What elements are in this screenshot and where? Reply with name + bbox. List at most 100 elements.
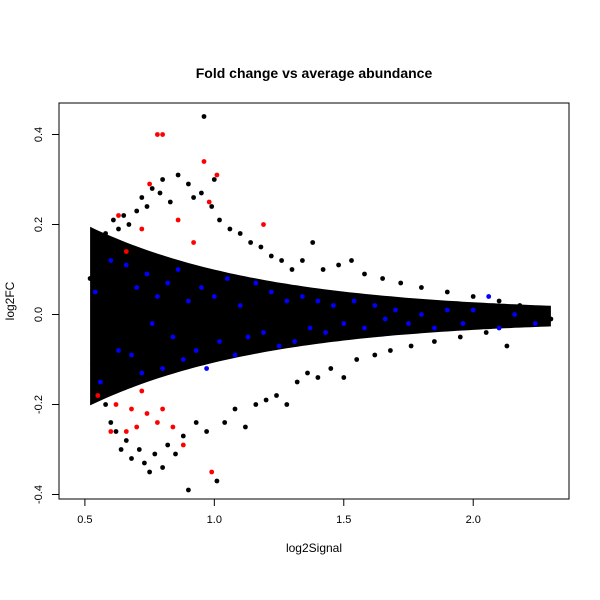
data-point [175, 217, 181, 223]
x-tick-label: 0.5 [77, 514, 92, 526]
data-point [496, 325, 502, 331]
data-point [470, 294, 476, 299]
data-point [284, 402, 290, 407]
data-point [149, 186, 155, 191]
data-point [419, 285, 424, 290]
data-point [103, 231, 108, 236]
data-point [300, 294, 305, 299]
x-tick-label: 2.0 [466, 514, 481, 526]
data-point [263, 397, 269, 403]
data-point [517, 303, 523, 308]
data-point [204, 366, 210, 371]
y-axis: -0.4 -0.2 0.0 0.2 0.4 [33, 127, 60, 504]
data-point [382, 316, 388, 322]
data-point [175, 267, 181, 272]
data-point [155, 294, 160, 299]
data-point [152, 451, 158, 457]
data-point [155, 132, 160, 137]
data-point [149, 321, 155, 326]
data-point [349, 258, 354, 263]
data-point [307, 325, 313, 331]
data-point [279, 258, 284, 263]
data-point [206, 199, 212, 205]
data-point [186, 487, 191, 493]
data-point [548, 316, 554, 322]
data-point [227, 226, 233, 232]
x-axis-label: log2Signal [286, 541, 342, 555]
data-point [323, 330, 328, 335]
data-point [211, 294, 217, 299]
y-tick-label: 0.0 [33, 307, 45, 322]
data-point [134, 285, 140, 290]
data-point [331, 303, 336, 308]
data-point [98, 379, 103, 385]
data-point [139, 388, 145, 394]
data-point [315, 298, 321, 304]
data-point [341, 375, 347, 380]
data-point [444, 289, 450, 295]
data-point [261, 222, 266, 227]
data-point [160, 366, 166, 371]
data-point [232, 406, 238, 412]
data-point [362, 271, 367, 277]
data-point [258, 244, 264, 250]
x-tick-label: 1.5 [336, 514, 351, 526]
data-point [90, 361, 96, 367]
data-point [351, 298, 357, 304]
data-point [268, 253, 274, 259]
data-point [460, 321, 466, 326]
data-point [167, 199, 173, 205]
data-point [245, 334, 251, 340]
data-point [123, 249, 129, 254]
data-point [134, 424, 140, 430]
data-point [289, 267, 295, 272]
data-point [92, 289, 98, 295]
point-density-cloud [90, 226, 551, 406]
data-point [253, 280, 259, 286]
data-point [160, 177, 166, 182]
data-point [129, 406, 134, 412]
data-point [496, 298, 502, 304]
data-point [372, 352, 378, 358]
data-point [95, 393, 101, 398]
data-point [305, 370, 310, 376]
data-point [320, 267, 326, 272]
data-point [116, 213, 121, 218]
data-point [165, 280, 171, 286]
data-point [87, 276, 93, 281]
y-tick-label: 0.4 [33, 127, 45, 142]
data-point [193, 348, 199, 353]
scatter-points [87, 114, 554, 493]
data-point [199, 190, 204, 196]
data-point [175, 172, 181, 178]
data-point [388, 348, 393, 353]
data-point [470, 307, 476, 313]
data-point [217, 217, 222, 223]
data-point [224, 276, 230, 281]
y-tick-label: 0.2 [33, 217, 45, 232]
data-point [483, 330, 489, 335]
data-point [155, 420, 160, 425]
data-point [217, 339, 222, 344]
data-point [191, 195, 197, 200]
data-point [144, 411, 150, 416]
data-point [139, 370, 145, 376]
data-point [209, 204, 215, 209]
chart-title: Fold change vs average abundance [196, 65, 433, 81]
data-point [310, 240, 316, 245]
data-point [486, 294, 492, 299]
data-point [222, 420, 228, 425]
data-point [136, 447, 142, 452]
y-tick-label: -0.2 [33, 395, 45, 414]
data-point [173, 451, 178, 457]
data-point [193, 420, 199, 425]
data-point [204, 429, 210, 434]
data-point [268, 289, 274, 295]
data-point [232, 352, 238, 358]
data-point [457, 334, 463, 340]
data-point [118, 447, 124, 452]
data-point [113, 402, 119, 407]
data-point [393, 307, 398, 313]
data-point [372, 303, 378, 308]
